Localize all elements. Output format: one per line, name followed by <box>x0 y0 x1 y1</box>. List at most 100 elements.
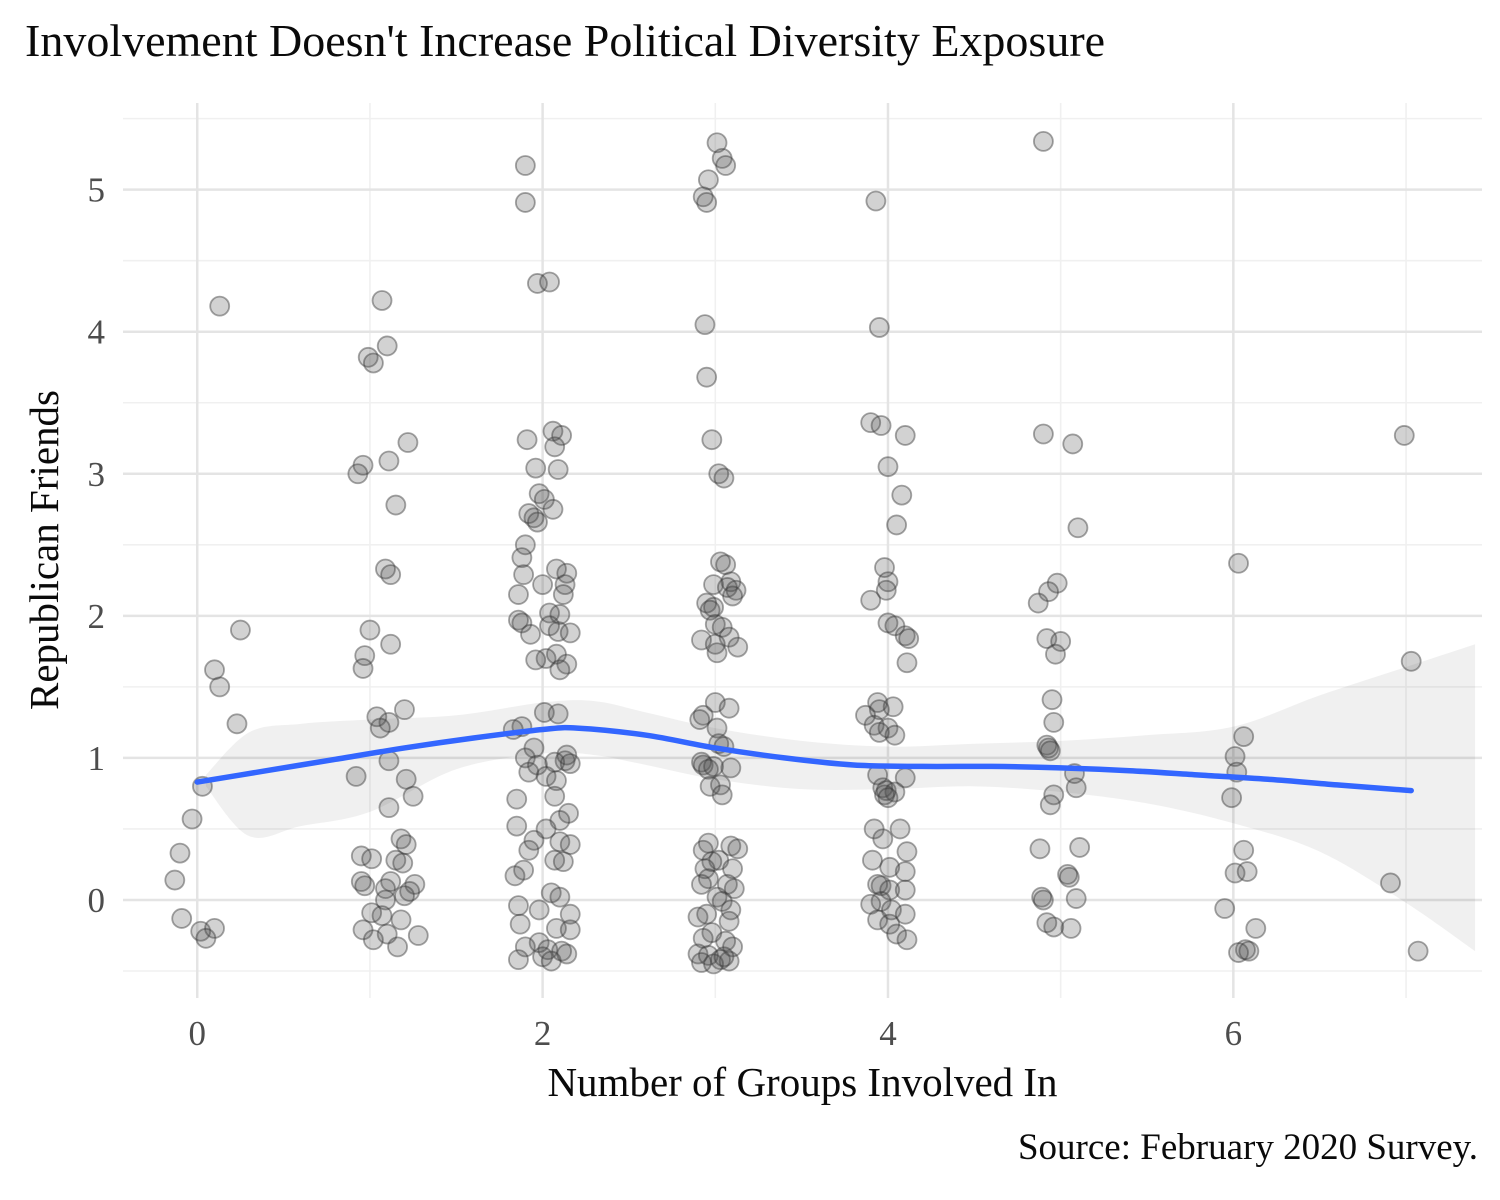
scatter-point <box>879 879 901 901</box>
scatter-point <box>544 785 566 807</box>
scatter-point <box>542 498 564 520</box>
scatter-point <box>1233 726 1255 748</box>
scatter-point <box>691 629 712 651</box>
scatter-point <box>891 484 913 506</box>
scatter-point <box>722 858 743 880</box>
scatter-point <box>703 756 724 777</box>
scatter-point <box>715 930 737 952</box>
scatter-point <box>708 463 730 485</box>
scatter-point <box>691 751 712 773</box>
scatter-point <box>877 787 899 809</box>
scatter-point <box>508 949 529 971</box>
scatter-point <box>394 699 415 721</box>
scatter-point <box>527 511 548 533</box>
scatter-point <box>1043 916 1065 938</box>
scatter-point <box>1400 650 1422 672</box>
scatter-point <box>718 950 740 972</box>
scatter-point <box>722 936 743 958</box>
scatter-point <box>1238 940 1260 962</box>
scatter-point <box>361 902 383 924</box>
scatter-point <box>696 192 718 213</box>
scatter-point <box>725 579 747 601</box>
scatter-point <box>1233 839 1255 861</box>
scatter-point <box>1046 572 1068 594</box>
scatter-point <box>697 169 719 191</box>
scatter-point <box>1038 737 1059 759</box>
scatter-point <box>516 429 538 451</box>
scatter-point <box>559 834 581 855</box>
scatter-point <box>894 879 916 901</box>
scatter-point <box>528 932 550 953</box>
scatter-point <box>544 436 566 458</box>
scatter-point <box>535 765 557 787</box>
scatter-point <box>554 750 576 772</box>
scatter-point <box>1067 517 1089 539</box>
scatter-point <box>860 893 882 915</box>
scatter-point <box>711 148 733 169</box>
scatter-point <box>697 944 719 966</box>
scatter-point <box>884 781 906 803</box>
scatter-point <box>896 652 918 674</box>
scatter-point <box>692 927 714 949</box>
scatter-point <box>699 599 721 621</box>
x-axis-title: Number of Groups Involved In <box>547 1059 1058 1105</box>
scatter-point <box>361 848 383 870</box>
scatter-point <box>511 612 533 634</box>
scatter-point <box>877 456 899 478</box>
scatter-point <box>886 514 908 536</box>
scatter-point <box>1224 746 1246 767</box>
y-tick-label: 4 <box>88 313 106 352</box>
chart-title: Involvement Doesn't Increase Political D… <box>25 15 1106 66</box>
scatter-point <box>514 155 536 176</box>
scatter-point <box>390 828 412 850</box>
scatter-point <box>508 609 529 631</box>
scatter-point <box>692 754 714 776</box>
scatter-point <box>1393 425 1415 446</box>
y-tick-label: 2 <box>88 597 106 636</box>
scatter-point <box>701 429 723 451</box>
scatter-point <box>546 558 567 580</box>
scatter-point <box>722 585 743 607</box>
scatter-point <box>378 711 400 733</box>
scatter-point <box>711 616 733 638</box>
scatter-point <box>704 613 726 635</box>
scatter-point <box>551 940 573 962</box>
scatter-point <box>1041 689 1063 711</box>
scatter-point <box>884 724 906 746</box>
scatter-point <box>376 335 398 357</box>
y-tick-label: 1 <box>88 739 106 778</box>
scatter-point <box>362 352 384 374</box>
scatter-point <box>1065 777 1087 799</box>
scatter-point <box>549 810 571 831</box>
scatter-point <box>181 808 203 830</box>
scatter-point <box>727 636 749 658</box>
source-caption: Source: February 2020 Survey. <box>1017 1127 1478 1168</box>
scatter-point <box>1221 787 1243 809</box>
scatter-point <box>540 950 562 972</box>
x-tick-label: 0 <box>189 1014 207 1053</box>
scatter-point <box>504 865 526 887</box>
scatter-point <box>867 692 889 713</box>
scatter-point <box>385 849 407 871</box>
scatter-point <box>1235 939 1256 961</box>
scatter-point <box>1058 866 1080 888</box>
scatter-point <box>881 899 902 921</box>
y-tick-label: 0 <box>88 881 106 920</box>
scatter-point <box>387 936 408 958</box>
scatter-point <box>549 659 571 681</box>
scatter-point <box>865 190 887 212</box>
scatter-point <box>362 929 384 951</box>
scatter-point <box>701 851 723 873</box>
scatter-point <box>894 625 916 647</box>
scatter-point <box>701 922 723 944</box>
scatter-point <box>546 770 567 792</box>
scatter-point <box>533 702 555 723</box>
scatter-point <box>523 507 545 529</box>
scatter-point <box>867 873 889 895</box>
scatter-point <box>204 659 225 681</box>
scatter-point <box>877 571 899 593</box>
scatter-point <box>169 842 191 864</box>
scatter-point <box>1038 581 1059 603</box>
scatter-point <box>525 457 547 479</box>
